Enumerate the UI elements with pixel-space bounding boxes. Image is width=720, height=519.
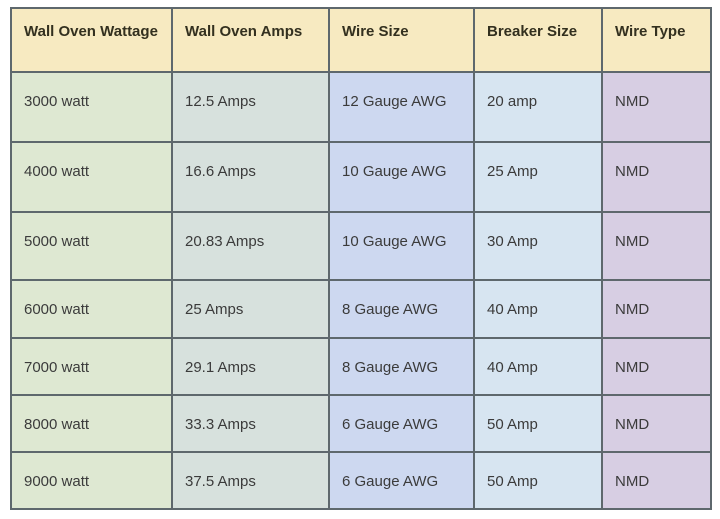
table-row: 4000 watt 16.6 Amps 10 Gauge AWG 25 Amp … [10, 141, 712, 213]
header-cell-wire-size: Wire Size [328, 7, 475, 73]
cell-breaker-size: 20 amp [473, 71, 603, 143]
cell-amps: 16.6 Amps [171, 141, 330, 213]
table-row: 9000 watt 37.5 Amps 6 Gauge AWG 50 Amp N… [10, 451, 712, 510]
cell-breaker-size: 50 Amp [473, 394, 603, 453]
cell-wattage: 3000 watt [10, 71, 173, 143]
cell-wattage: 6000 watt [10, 279, 173, 339]
cell-breaker-size: 40 Amp [473, 279, 603, 339]
cell-breaker-size: 40 Amp [473, 337, 603, 396]
header-row: Wall Oven Wattage Wall Oven Amps Wire Si… [10, 7, 712, 73]
table-row: 3000 watt 12.5 Amps 12 Gauge AWG 20 amp … [10, 71, 712, 143]
header-cell-wire-type: Wire Type [601, 7, 712, 73]
cell-wattage: 9000 watt [10, 451, 173, 510]
cell-wire-type: NMD [601, 337, 712, 396]
cell-amps: 12.5 Amps [171, 71, 330, 143]
cell-wire-size: 8 Gauge AWG [328, 279, 475, 339]
cell-wattage: 5000 watt [10, 211, 173, 281]
table-row: 5000 watt 20.83 Amps 10 Gauge AWG 30 Amp… [10, 211, 712, 281]
cell-wire-size: 6 Gauge AWG [328, 451, 475, 510]
cell-amps: 20.83 Amps [171, 211, 330, 281]
header-cell-wall-oven-amps: Wall Oven Amps [171, 7, 330, 73]
cell-breaker-size: 50 Amp [473, 451, 603, 510]
cell-breaker-size: 30 Amp [473, 211, 603, 281]
cell-wire-type: NMD [601, 211, 712, 281]
cell-wire-type: NMD [601, 279, 712, 339]
table-row: 8000 watt 33.3 Amps 6 Gauge AWG 50 Amp N… [10, 394, 712, 453]
cell-breaker-size: 25 Amp [473, 141, 603, 213]
cell-amps: 33.3 Amps [171, 394, 330, 453]
wall-oven-wiring-table: Wall Oven Wattage Wall Oven Amps Wire Si… [10, 7, 712, 510]
cell-wattage: 4000 watt [10, 141, 173, 213]
cell-wattage: 8000 watt [10, 394, 173, 453]
cell-wire-size: 8 Gauge AWG [328, 337, 475, 396]
cell-wire-type: NMD [601, 141, 712, 213]
cell-wire-type: NMD [601, 71, 712, 143]
cell-wire-size: 10 Gauge AWG [328, 211, 475, 281]
header-cell-breaker-size: Breaker Size [473, 7, 603, 73]
cell-amps: 25 Amps [171, 279, 330, 339]
cell-wire-size: 6 Gauge AWG [328, 394, 475, 453]
cell-amps: 37.5 Amps [171, 451, 330, 510]
cell-wire-size: 12 Gauge AWG [328, 71, 475, 143]
cell-wire-type: NMD [601, 394, 712, 453]
table-row: 7000 watt 29.1 Amps 8 Gauge AWG 40 Amp N… [10, 337, 712, 396]
table-row: 6000 watt 25 Amps 8 Gauge AWG 40 Amp NMD [10, 279, 712, 339]
cell-wire-size: 10 Gauge AWG [328, 141, 475, 213]
cell-amps: 29.1 Amps [171, 337, 330, 396]
cell-wire-type: NMD [601, 451, 712, 510]
header-cell-wall-oven-wattage: Wall Oven Wattage [10, 7, 173, 73]
cell-wattage: 7000 watt [10, 337, 173, 396]
